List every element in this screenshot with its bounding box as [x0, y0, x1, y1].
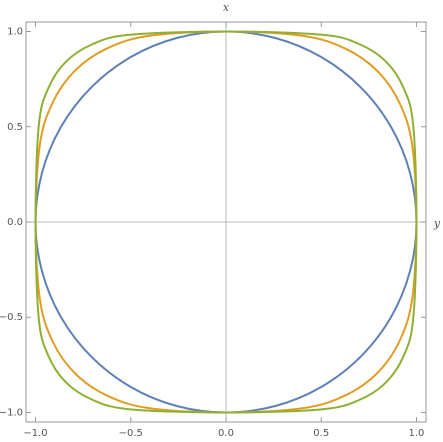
- y-tick-label: 0.0: [7, 217, 23, 228]
- horizontal-axis-label: y: [433, 217, 441, 230]
- y-tick-label: −0.5: [0, 312, 23, 323]
- x-tick-label: 1.0: [409, 428, 425, 439]
- x-tick-label: −0.5: [119, 428, 143, 439]
- y-tick-label: 0.5: [7, 122, 23, 133]
- curve: [34, 30, 418, 414]
- y-tick-label: 1.0: [7, 27, 23, 38]
- x-tick-label: 0.5: [313, 428, 329, 439]
- y-tick-label: −1.0: [0, 407, 23, 418]
- vertical-axis-label: x: [223, 1, 230, 14]
- x-tick-label: 0.0: [218, 428, 234, 439]
- x-tick-label: −1.0: [23, 428, 47, 439]
